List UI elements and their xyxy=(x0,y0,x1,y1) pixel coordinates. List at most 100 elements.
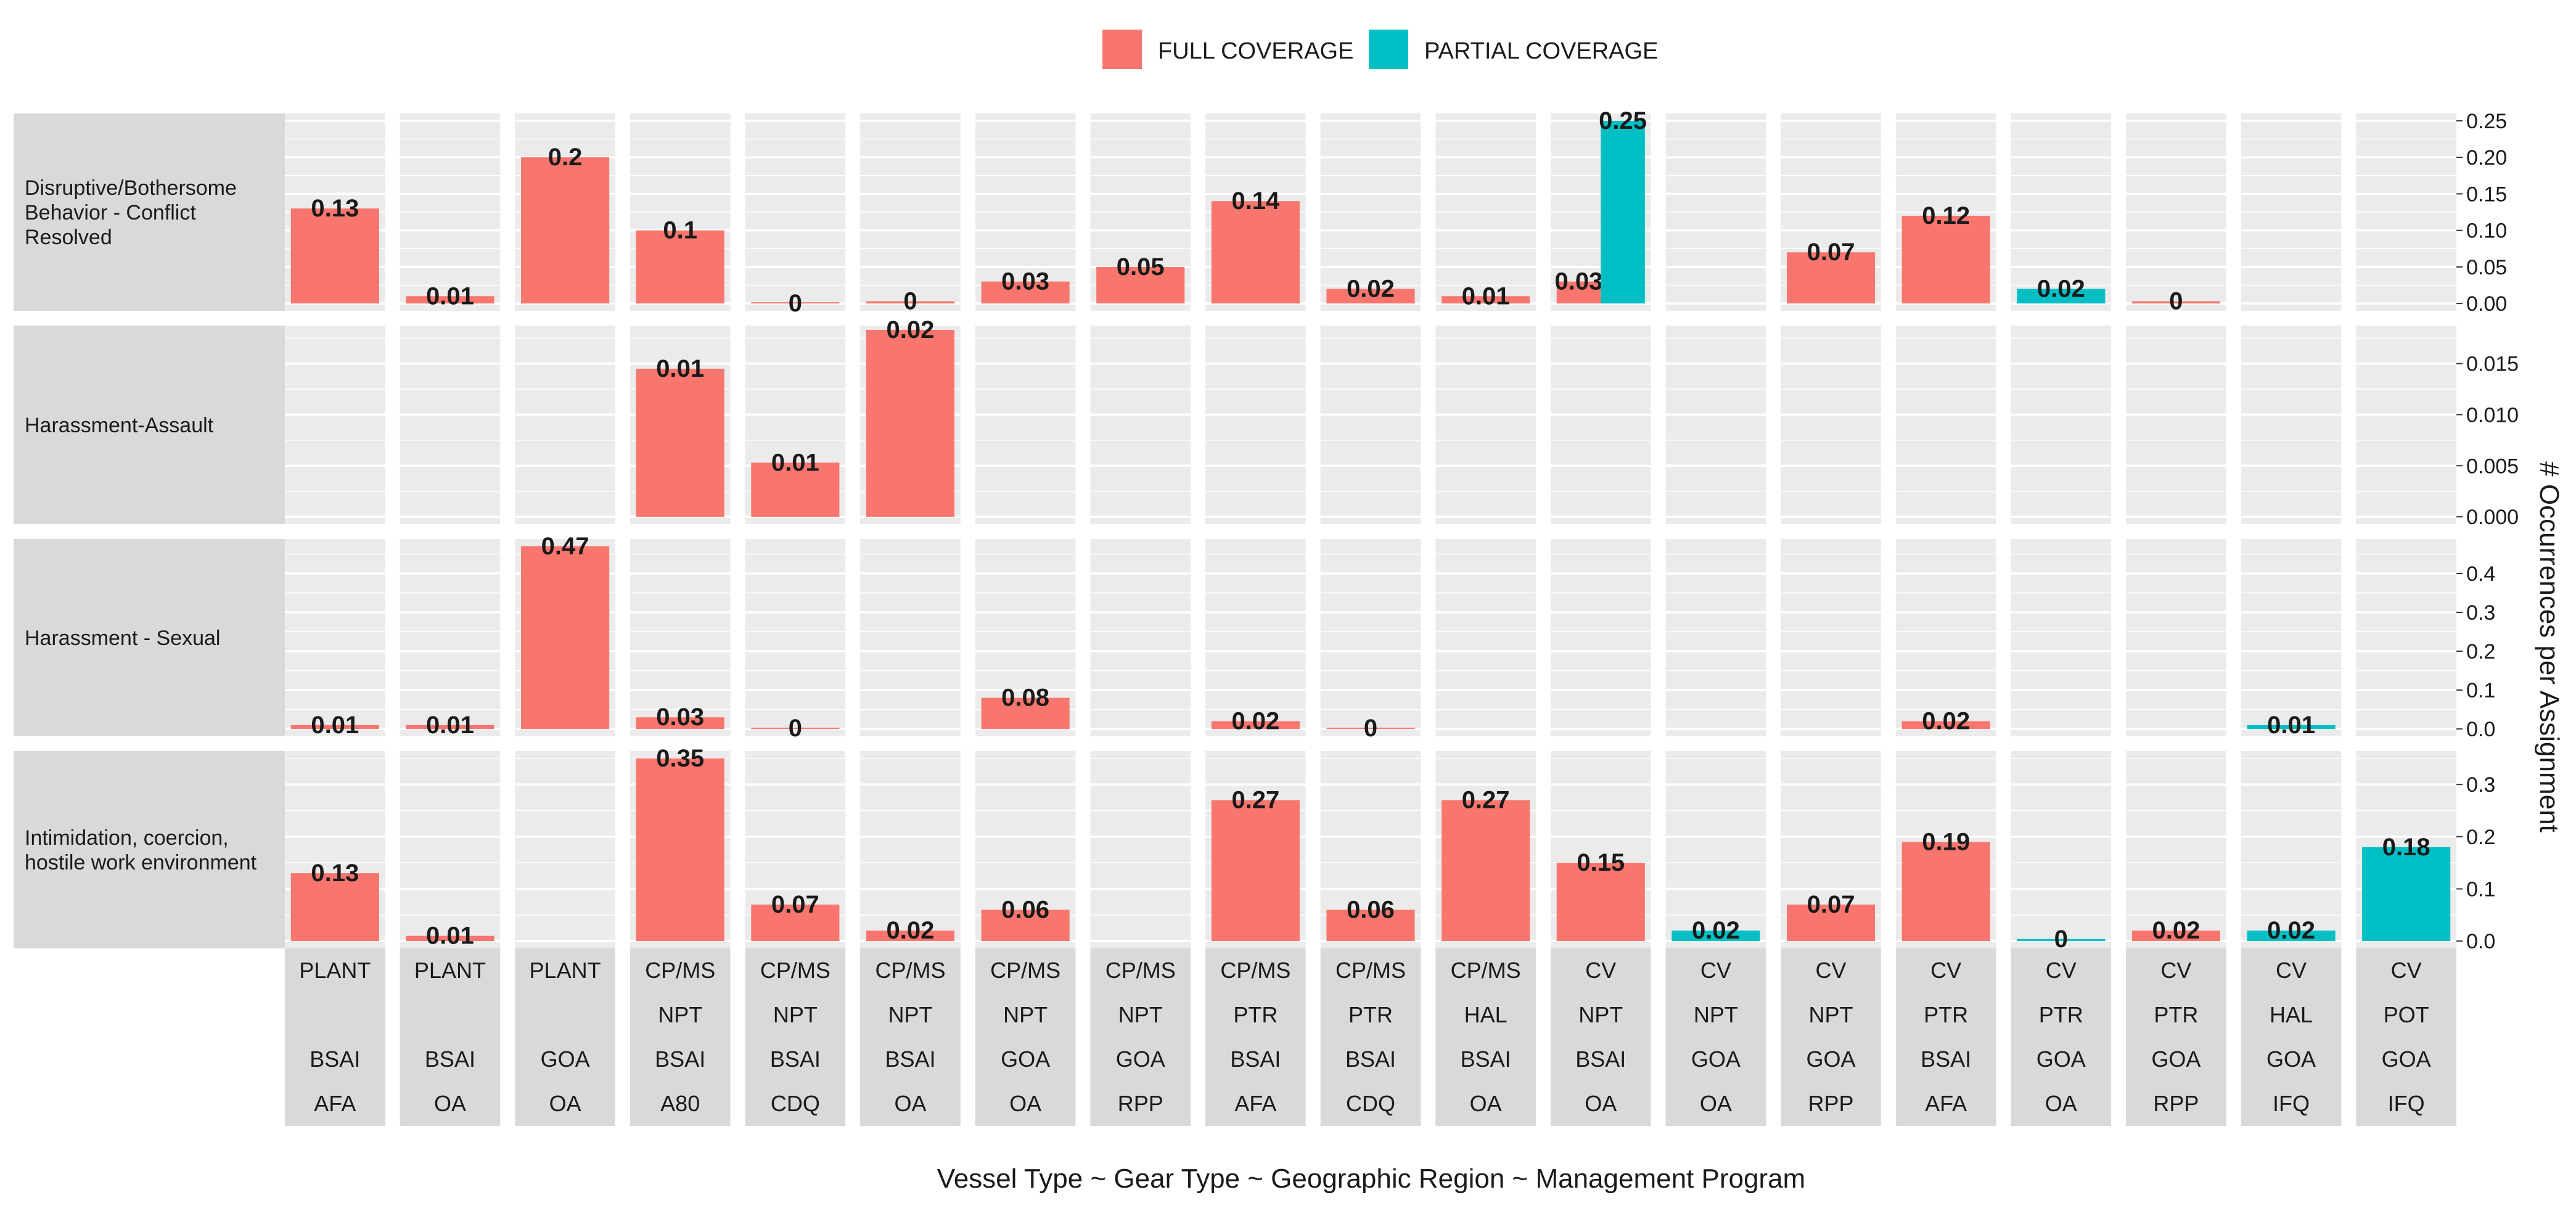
column-strip-label: POT xyxy=(2384,1002,2429,1027)
y-tick-label: 0.1 xyxy=(2466,679,2495,702)
data-label: 0.35 xyxy=(656,745,704,772)
panel-background xyxy=(1205,539,1306,736)
column-strip-label: CV xyxy=(2391,958,2422,983)
column-strip-label: GOA xyxy=(1001,1046,1050,1072)
data-label: 0.03 xyxy=(656,704,704,731)
data-label: 0.08 xyxy=(1001,684,1049,712)
panel-background xyxy=(630,539,731,736)
column-strip-label: PLANT xyxy=(414,958,486,983)
panel-background xyxy=(1320,326,1421,524)
data-label: 0.01 xyxy=(656,355,704,382)
facet-row-4: Intimidation, coercion,hostile work envi… xyxy=(14,745,2495,953)
panel-background xyxy=(745,539,846,736)
y-tick-label: 0.3 xyxy=(2466,773,2495,797)
row-strip-label: Resolved xyxy=(25,226,112,249)
column-strip-label: NPT xyxy=(773,1002,818,1027)
column-strip-label: CV xyxy=(2160,958,2191,983)
column-strip xyxy=(1090,948,1191,1126)
panel-background xyxy=(1550,539,1651,736)
bar-full-coverage xyxy=(290,725,379,729)
legend: FULL COVERAGE PARTIAL COVERAGE xyxy=(1102,30,1658,69)
column-strip-label: OA xyxy=(1585,1091,1617,1116)
column-strip-label: CV xyxy=(1700,958,1731,983)
column-strip xyxy=(2241,948,2342,1126)
column-strip-label: PTR xyxy=(1233,1002,1278,1027)
bar-full-coverage xyxy=(521,546,610,729)
bar-full-coverage xyxy=(751,728,840,729)
y-tick-label: 0.000 xyxy=(2466,506,2519,529)
facet-row-2: Harassment-Assault 0.01 0.01 0.02 0.000 0.005… xyxy=(14,316,2519,529)
data-label: 0.01 xyxy=(2267,712,2315,739)
bar-full-coverage xyxy=(1786,904,1876,942)
column-strip-label: PLANT xyxy=(299,958,371,983)
column-strip-label: CP/MS xyxy=(1335,958,1406,983)
panel-background xyxy=(2011,326,2112,524)
column-strip-label: HAL xyxy=(2270,1002,2313,1027)
column-strip xyxy=(400,948,501,1126)
data-label: 0.02 xyxy=(2267,917,2315,944)
column-strip-label: NPT xyxy=(658,1002,702,1027)
column-strip-label: BSAI xyxy=(310,1046,360,1072)
bar-full-coverage xyxy=(406,725,494,729)
bar-partial-coverage xyxy=(1601,120,1645,304)
data-label: 0 xyxy=(789,715,802,742)
column-strip xyxy=(1205,948,1306,1126)
data-label: 0.47 xyxy=(541,533,589,560)
data-label: 0.02 xyxy=(1231,708,1279,735)
column-strip-label: HAL xyxy=(1464,1002,1507,1027)
bar-full-coverage xyxy=(981,697,1070,729)
panel-background xyxy=(1665,539,1766,736)
panel-background xyxy=(285,539,385,736)
column-strip-label: IFQ xyxy=(2388,1091,2425,1116)
y-tick-label: 0.15 xyxy=(2466,183,2507,206)
panel-background xyxy=(1090,751,1191,948)
bar-full-coverage xyxy=(1211,201,1300,304)
column-strip-label: NPT xyxy=(888,1002,932,1027)
bar-full-coverage xyxy=(2131,301,2220,304)
y-tick-label: 0.2 xyxy=(2466,640,2495,664)
column-strip-label: GOA xyxy=(1116,1046,1165,1072)
column-strip-label: BSAI xyxy=(1461,1046,1511,1072)
data-label: 0.02 xyxy=(1922,708,1970,735)
data-label: 0.03 xyxy=(1001,268,1049,295)
panel-background xyxy=(1205,326,1306,524)
data-label: 0.13 xyxy=(311,195,359,222)
y-tick-label: 0.015 xyxy=(2466,353,2519,376)
bar-full-coverage xyxy=(1096,266,1185,304)
data-label: 0.06 xyxy=(1001,896,1049,923)
column-strip-label: OA xyxy=(549,1091,581,1116)
column-strip-label: OA xyxy=(434,1091,466,1116)
column-strip-label: NPT xyxy=(1003,1002,1048,1027)
data-label: 0.02 xyxy=(1692,917,1740,944)
data-label: 0.01 xyxy=(426,282,474,310)
bar-full-coverage xyxy=(636,717,724,729)
panel-background xyxy=(2126,539,2226,736)
data-label: 0.27 xyxy=(1231,787,1279,814)
column-strip-label: CV xyxy=(1585,958,1616,983)
data-label: 0.01 xyxy=(426,712,474,739)
panel-background xyxy=(2241,326,2342,524)
y-tick-label: 0.00 xyxy=(2466,292,2507,316)
data-label: 0.03 xyxy=(1555,268,1603,295)
data-label: 0.14 xyxy=(1231,187,1280,215)
column-strip xyxy=(1435,948,1536,1126)
bar-full-coverage xyxy=(521,157,610,304)
panel-background xyxy=(2356,539,2456,736)
data-label: 0.05 xyxy=(1117,253,1165,281)
panel-background xyxy=(1895,326,1996,524)
column-strip-label: AFA xyxy=(314,1091,356,1116)
panel-background xyxy=(1090,539,1191,736)
data-label: 0.01 xyxy=(311,712,359,739)
y-tick-label: 0.0 xyxy=(2466,718,2495,741)
column-strip-label: CP/MS xyxy=(1220,958,1290,983)
column-strip-label: CP/MS xyxy=(990,958,1060,983)
data-label: 0.1 xyxy=(663,217,697,244)
column-strip-label: GOA xyxy=(2037,1046,2086,1072)
column-strip xyxy=(2011,948,2112,1126)
y-tick-label: 0.1 xyxy=(2466,877,2495,901)
bar-partial-coverage xyxy=(2362,847,2451,942)
bar-partial-coverage xyxy=(2247,931,2336,942)
column-strip-label: PTR xyxy=(1924,1002,1968,1027)
bar-full-coverage xyxy=(866,329,955,517)
panel-background xyxy=(1781,539,1881,736)
